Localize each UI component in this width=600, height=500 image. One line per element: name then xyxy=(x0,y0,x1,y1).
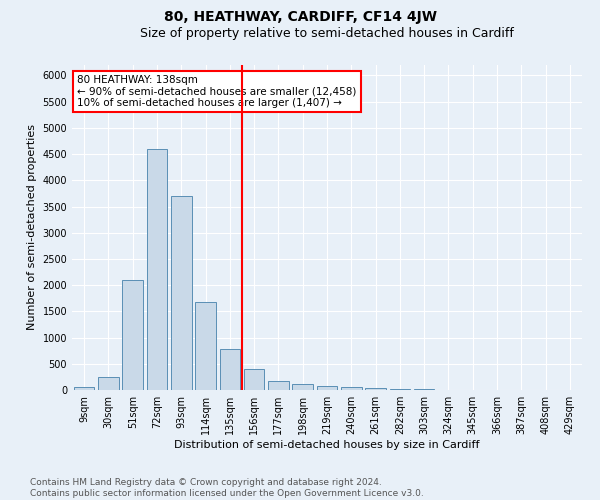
Bar xyxy=(365,388,386,390)
Bar xyxy=(220,349,240,390)
Bar xyxy=(98,378,119,390)
Bar xyxy=(244,369,265,390)
Title: Size of property relative to semi-detached houses in Cardiff: Size of property relative to semi-detach… xyxy=(140,27,514,40)
Bar xyxy=(74,388,94,390)
Bar xyxy=(317,386,337,390)
Bar xyxy=(146,149,167,390)
X-axis label: Distribution of semi-detached houses by size in Cardiff: Distribution of semi-detached houses by … xyxy=(174,440,480,450)
Bar xyxy=(195,302,216,390)
Bar xyxy=(122,280,143,390)
Text: 80 HEATHWAY: 138sqm
← 90% of semi-detached houses are smaller (12,458)
10% of se: 80 HEATHWAY: 138sqm ← 90% of semi-detach… xyxy=(77,74,356,108)
Bar xyxy=(268,381,289,390)
Text: 80, HEATHWAY, CARDIFF, CF14 4JW: 80, HEATHWAY, CARDIFF, CF14 4JW xyxy=(163,10,437,24)
Y-axis label: Number of semi-detached properties: Number of semi-detached properties xyxy=(27,124,37,330)
Bar xyxy=(341,386,362,390)
Text: Contains HM Land Registry data © Crown copyright and database right 2024.
Contai: Contains HM Land Registry data © Crown c… xyxy=(30,478,424,498)
Bar xyxy=(292,384,313,390)
Bar xyxy=(389,389,410,390)
Bar xyxy=(171,196,191,390)
